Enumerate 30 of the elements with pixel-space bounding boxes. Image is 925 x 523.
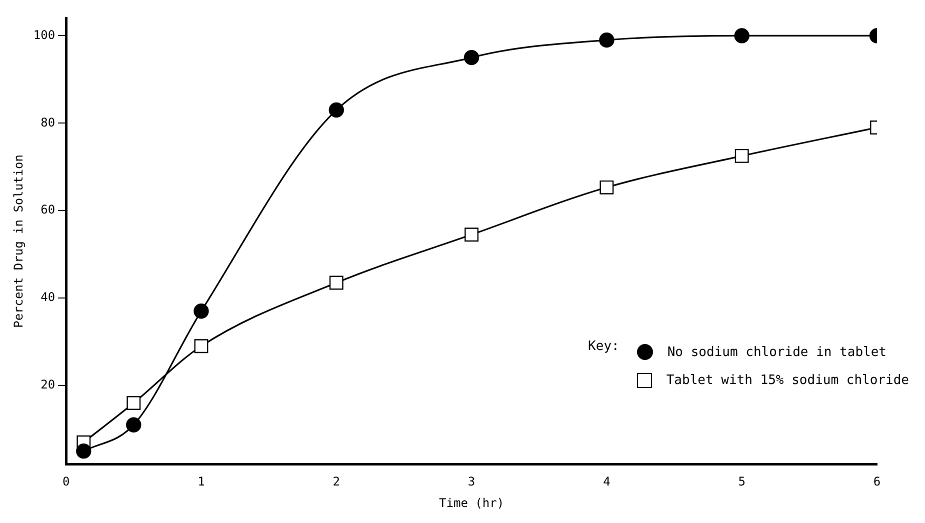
point [734, 28, 750, 44]
x-tick-label: 6 [873, 474, 881, 489]
point [600, 180, 614, 194]
y-axis-title: Percent Drug in Solution [11, 154, 26, 328]
x-tick-label: 2 [332, 474, 340, 489]
point [194, 339, 208, 354]
point [126, 396, 141, 410]
x-tick-label: 5 [738, 474, 746, 489]
x-axis-title: Time (hr) [439, 496, 504, 510]
point [464, 50, 480, 66]
x-tick-label: 0 [62, 474, 70, 489]
legend-label: No sodium chloride in tablet [667, 344, 887, 360]
x-tick-label: 4 [603, 474, 610, 489]
point [328, 102, 344, 118]
point [734, 148, 749, 163]
point [599, 32, 614, 48]
x-tick-label: 3 [468, 474, 476, 489]
y-tick-label: 80 [40, 115, 56, 130]
legend-label: Tablet with 15% sodium chloride [666, 372, 909, 388]
y-tick-label: 60 [40, 202, 56, 217]
point [464, 228, 478, 242]
point [329, 276, 344, 290]
point [126, 417, 142, 432]
y-tick-label: 100 [33, 28, 56, 42]
x-tick-label: 1 [198, 474, 205, 489]
point [76, 443, 92, 459]
point [194, 304, 209, 319]
legend-title: Key: [588, 338, 620, 356]
y-tick-label: 20 [40, 378, 56, 392]
y-tick-label: 40 [40, 290, 56, 304]
